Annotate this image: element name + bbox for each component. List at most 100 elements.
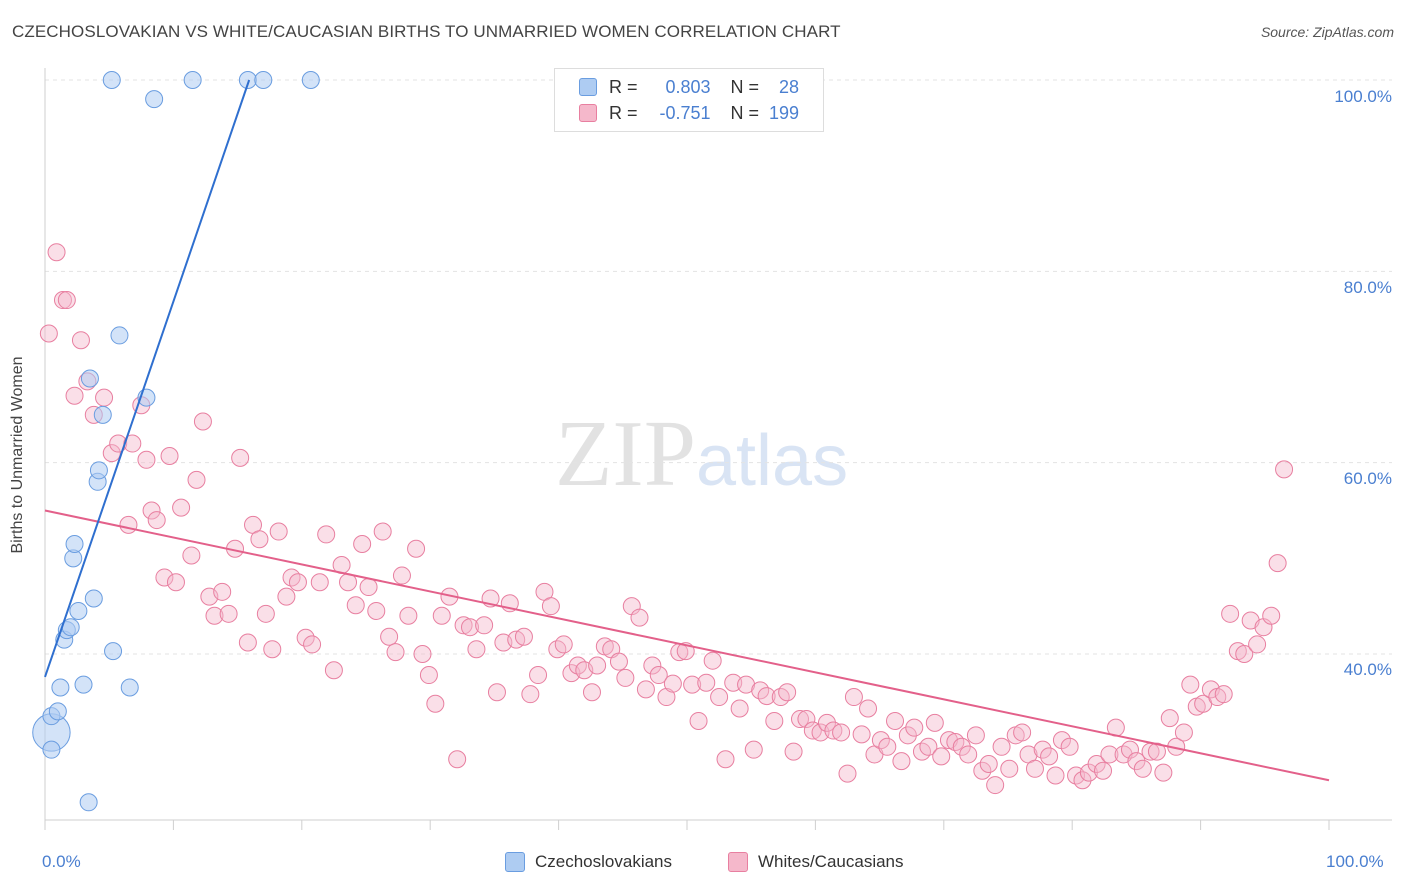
white-point	[419, 666, 438, 685]
white-point	[205, 606, 224, 625]
white-point	[454, 616, 473, 635]
white-point	[663, 674, 682, 693]
white-point	[636, 680, 655, 699]
axes	[44, 68, 1392, 830]
white-point	[296, 628, 315, 647]
white-point	[744, 740, 763, 759]
white-point	[1160, 709, 1179, 728]
white-point	[1275, 460, 1294, 479]
czech-point	[301, 71, 320, 89]
white-point	[432, 606, 451, 625]
czech-point	[120, 678, 139, 697]
white-point	[1013, 723, 1032, 742]
white-point	[886, 711, 905, 730]
czech-point	[48, 702, 67, 721]
white-point	[689, 711, 708, 730]
legend-czech-swatch	[505, 852, 525, 872]
x-tick-label-0: 0.0%	[42, 852, 81, 871]
white-point	[142, 501, 161, 520]
white-point	[57, 291, 76, 310]
white-point	[912, 742, 931, 761]
white-point	[1094, 761, 1113, 780]
czech-r-value: 0.803	[665, 76, 711, 97]
white-trend-line	[44, 509, 1330, 782]
white-point	[979, 755, 998, 774]
white-point	[992, 737, 1011, 756]
czech-point	[74, 675, 93, 694]
white-point	[392, 566, 411, 585]
trend-lines	[44, 79, 1330, 782]
white-point	[609, 652, 628, 671]
white-point	[1133, 759, 1152, 778]
white-point	[1235, 645, 1254, 663]
white-point	[310, 573, 329, 592]
white-point	[946, 733, 965, 752]
white-point	[1221, 604, 1240, 623]
czech-point	[89, 461, 108, 480]
white-swatch	[579, 104, 597, 122]
white-point	[1000, 759, 1019, 778]
white-point	[71, 331, 90, 350]
white-point	[852, 725, 871, 744]
legend-white-swatch	[728, 852, 748, 872]
czech-n-value: 28	[779, 76, 800, 97]
white-point	[959, 745, 978, 764]
czech-point	[145, 90, 164, 109]
white-point	[765, 711, 784, 730]
czech-point	[93, 405, 112, 424]
gridlines	[45, 79, 1392, 655]
y-tick-label-40: 40.0%	[1343, 660, 1392, 679]
white-point	[898, 726, 917, 745]
white-point	[166, 573, 185, 592]
white-point	[359, 578, 378, 597]
white-point	[703, 651, 722, 670]
white-point	[730, 699, 749, 718]
r-label: R =	[609, 102, 638, 123]
czech-point	[84, 589, 103, 608]
white-point	[407, 539, 426, 558]
white-point	[1073, 771, 1092, 790]
white-point	[973, 761, 992, 780]
stats-row-czech: R = 0.803 N = 28	[579, 75, 799, 99]
czech-points	[32, 71, 320, 812]
white-point	[346, 596, 365, 615]
white-point	[1127, 752, 1146, 771]
white-point	[844, 688, 863, 707]
white-point	[288, 573, 307, 592]
czech-point	[42, 740, 61, 759]
white-point	[616, 668, 635, 687]
white-point	[172, 498, 191, 517]
white-point	[529, 666, 548, 685]
legend-czech-label: Czechoslovakians	[535, 852, 673, 871]
white-point	[905, 718, 924, 737]
white-point	[277, 587, 296, 606]
white-point	[386, 643, 405, 662]
white-point	[588, 656, 607, 675]
white-point	[373, 522, 392, 541]
white-point	[47, 243, 66, 262]
white-point	[925, 713, 944, 732]
white-point	[554, 635, 573, 654]
white-point	[803, 721, 822, 740]
y-tick-label-60: 60.0%	[1343, 469, 1392, 488]
chart-title: CZECHOSLOVAKIAN VS WHITE/CAUCASIAN BIRTH…	[12, 22, 841, 41]
watermark-atlas: atlas	[696, 421, 849, 501]
white-point	[102, 444, 121, 463]
czech-point	[80, 369, 99, 388]
stats-row-white: R = -0.751 N = 199	[579, 101, 799, 125]
white-point	[892, 752, 911, 771]
white-point	[461, 618, 480, 637]
x-tick-label-100: 100.0%	[1326, 852, 1384, 871]
white-point	[643, 656, 662, 675]
white-point	[878, 737, 897, 756]
czech-point	[65, 534, 84, 553]
czech-swatch	[579, 78, 597, 96]
white-point	[1262, 606, 1281, 625]
white-point	[649, 666, 668, 685]
white-point	[182, 546, 201, 565]
white-point	[1174, 723, 1193, 742]
white-point	[1060, 737, 1079, 756]
white-point	[39, 324, 58, 343]
white-point	[1100, 745, 1119, 764]
